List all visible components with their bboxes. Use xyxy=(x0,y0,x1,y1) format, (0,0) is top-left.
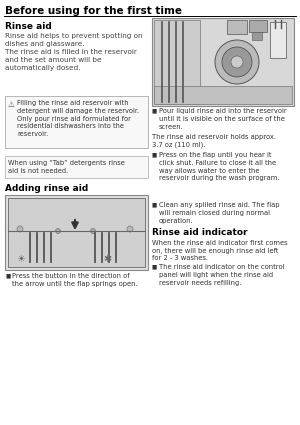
Text: ■: ■ xyxy=(152,108,157,113)
Bar xyxy=(8,198,145,267)
Bar xyxy=(270,22,286,58)
Text: ■: ■ xyxy=(152,202,157,207)
Text: ■: ■ xyxy=(152,152,157,157)
Circle shape xyxy=(17,226,23,232)
Text: ☀: ☀ xyxy=(16,254,25,264)
Bar xyxy=(154,86,292,104)
Text: Pour liquid rinse aid into the reservoir
until it is visible on the surface of t: Pour liquid rinse aid into the reservoir… xyxy=(159,108,287,130)
Bar xyxy=(249,20,267,32)
Text: Filling the rinse aid reservoir with
detergent will damage the reservoir.
Only p: Filling the rinse aid reservoir with det… xyxy=(17,100,139,137)
Text: Adding rinse aid: Adding rinse aid xyxy=(5,184,88,193)
Bar xyxy=(227,20,247,34)
Bar xyxy=(5,195,148,270)
Text: Press on the flap until you hear it
click shut. Failure to close it all the
way : Press on the flap until you hear it clic… xyxy=(159,152,280,181)
Text: The rinse aid indicator on the control
panel will light when the rinse aid
reser: The rinse aid indicator on the control p… xyxy=(159,264,284,286)
Text: Clean any spilled rinse aid. The flap
will remain closed during normal
operation: Clean any spilled rinse aid. The flap wi… xyxy=(159,202,280,224)
Text: When using “Tab” detergents rinse
aid is not needed.: When using “Tab” detergents rinse aid is… xyxy=(8,160,125,174)
Bar xyxy=(5,96,148,148)
Text: Press the button in the direction of
the arrow until the flap springs open.: Press the button in the direction of the… xyxy=(12,273,138,287)
Bar xyxy=(152,18,294,106)
Circle shape xyxy=(231,56,243,68)
Bar xyxy=(5,156,148,178)
Text: Before using for the first time: Before using for the first time xyxy=(5,6,182,16)
Bar xyxy=(252,32,262,40)
Text: Rinse aid indicator: Rinse aid indicator xyxy=(152,228,248,237)
Text: The rinse aid reservoir holds approx.
3.7 oz (110 ml).: The rinse aid reservoir holds approx. 3.… xyxy=(152,134,276,148)
Text: When the rinse aid indicator first comes
on, there will be enough rinse aid left: When the rinse aid indicator first comes… xyxy=(152,240,288,261)
Circle shape xyxy=(56,229,61,233)
Text: ✱: ✱ xyxy=(103,254,111,264)
Circle shape xyxy=(127,226,133,232)
Circle shape xyxy=(215,40,259,84)
Text: ■: ■ xyxy=(152,264,157,269)
Circle shape xyxy=(222,47,252,77)
Text: Rinse aid: Rinse aid xyxy=(5,22,52,31)
Circle shape xyxy=(91,229,95,233)
Text: Rinse aid helps to prevent spotting on
dishes and glassware.
The rinse aid is fi: Rinse aid helps to prevent spotting on d… xyxy=(5,33,142,71)
Text: ⚠: ⚠ xyxy=(8,100,15,109)
Bar xyxy=(154,20,200,104)
Text: ■: ■ xyxy=(5,273,10,278)
